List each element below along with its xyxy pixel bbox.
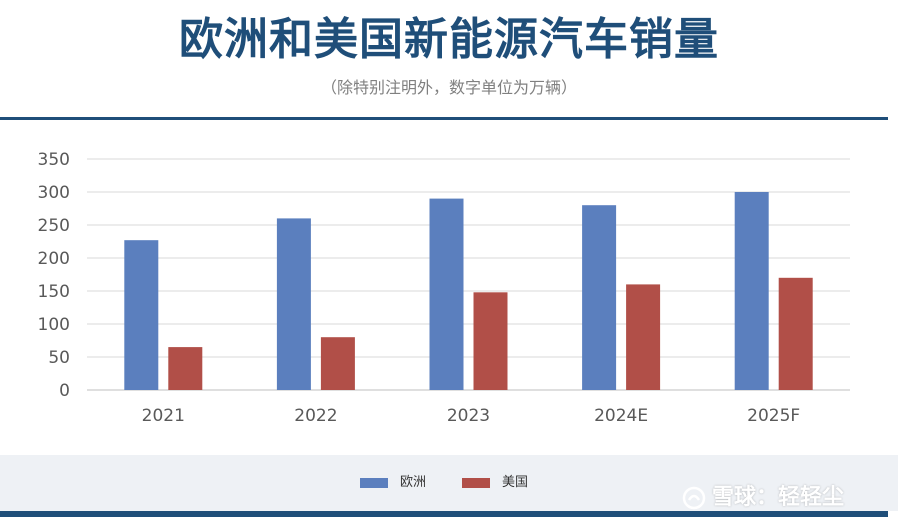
bar-europe-2022 xyxy=(276,218,311,390)
x-axis-ticks: 2021 2022 2023 2024E 2025F xyxy=(142,406,801,426)
bar-europe-2021 xyxy=(124,240,159,390)
header-divider xyxy=(0,117,888,120)
y-tick-label: 250 xyxy=(38,216,70,236)
legend-label-usa: 美国 xyxy=(502,475,529,490)
bar-usa-2022 xyxy=(320,337,355,390)
legend-area xyxy=(0,455,898,511)
x-tick-label: 2023 xyxy=(447,406,490,426)
y-axis-ticks: 0 50 100 150 200 250 300 350 xyxy=(38,150,70,401)
bars xyxy=(124,192,813,390)
xueqiu-logo-icon xyxy=(682,486,706,510)
bar-usa-2021 xyxy=(168,347,203,390)
y-tick-label: 100 xyxy=(38,315,70,335)
bar-usa-2025F xyxy=(778,277,813,390)
bar-usa-2023 xyxy=(473,292,508,390)
watermark-text: 雪球：轻轻尘 xyxy=(712,485,845,510)
chart-subtitle: （除特别注明外，数字单位为万辆） xyxy=(320,78,577,97)
y-tick-label: 150 xyxy=(38,282,70,302)
y-tick-label: 0 xyxy=(59,381,70,401)
x-tick-label: 2022 xyxy=(294,406,337,426)
bar-usa-2024E xyxy=(626,284,661,390)
chart-title: 欧洲和美国新能源汽车销量 xyxy=(179,14,719,65)
x-tick-label: 2021 xyxy=(142,406,185,426)
bar-europe-2025F xyxy=(734,192,769,390)
x-tick-label: 2024E xyxy=(594,406,648,426)
legend-label-europe: 欧洲 xyxy=(400,475,427,490)
legend-swatch-europe xyxy=(360,478,388,488)
x-tick-label: 2025F xyxy=(747,406,800,426)
bar-europe-2024E xyxy=(582,205,617,390)
y-tick-label: 300 xyxy=(38,183,70,203)
grid-lines xyxy=(87,158,850,391)
footer-divider xyxy=(0,511,888,517)
y-tick-label: 200 xyxy=(38,249,70,269)
bar-europe-2023 xyxy=(429,198,464,390)
legend-swatch-usa xyxy=(462,478,490,488)
y-tick-label: 350 xyxy=(38,150,70,170)
y-tick-label: 50 xyxy=(48,348,70,368)
